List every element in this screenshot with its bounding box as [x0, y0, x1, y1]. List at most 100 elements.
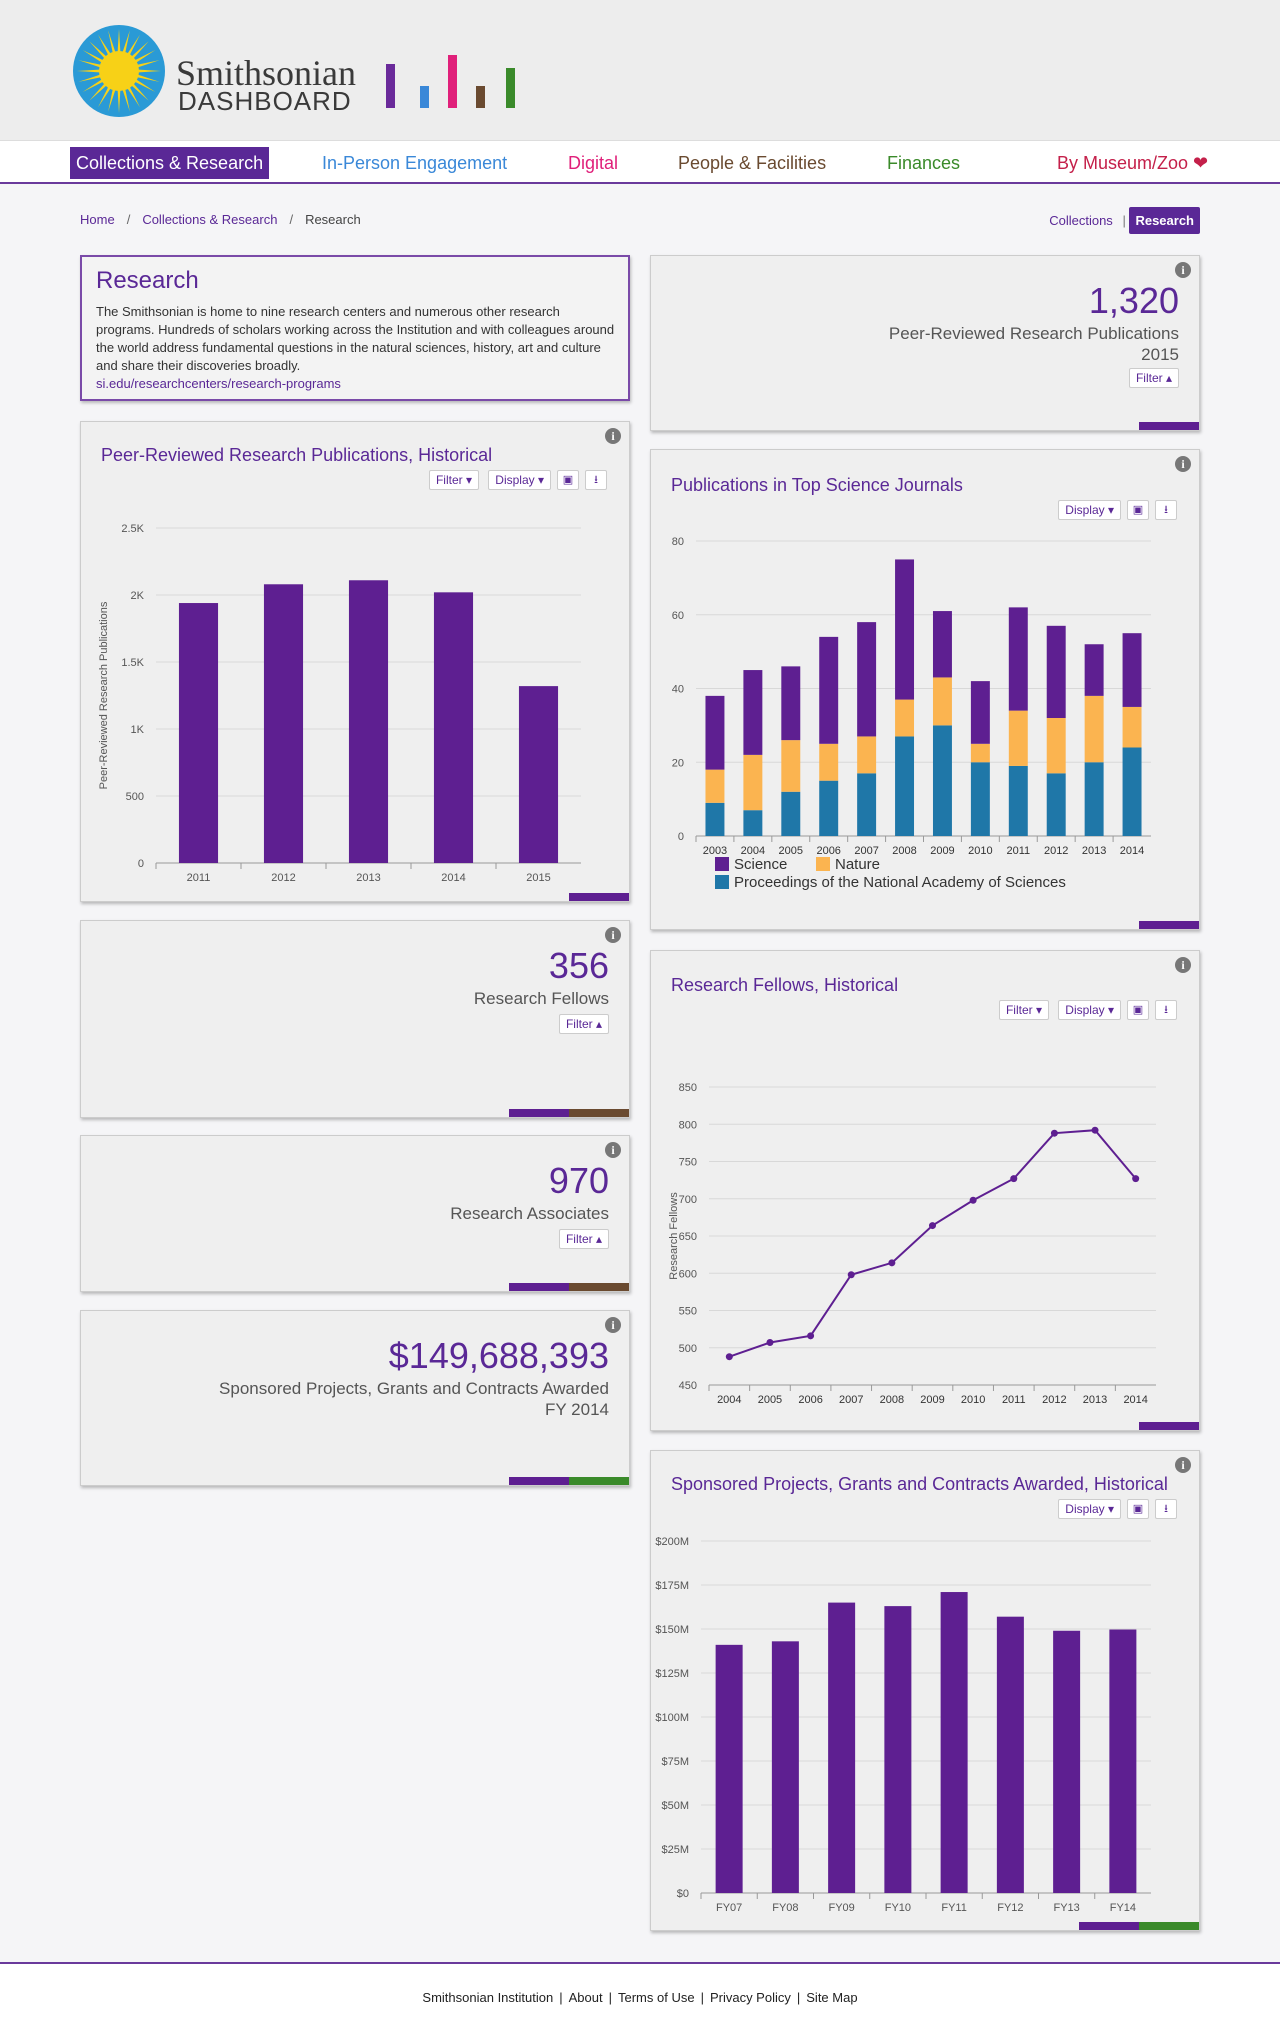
display-button[interactable]: Display ▾ [488, 470, 551, 490]
footer-link-terms[interactable]: Terms of Use [617, 1990, 695, 2005]
chart-title: Peer-Reviewed Research Publications, His… [101, 445, 493, 465]
x-tick-label: 2014 [1123, 1394, 1147, 1406]
breadcrumb-section[interactable]: Collections & Research [142, 212, 278, 227]
y-tick-label: 850 [679, 1082, 697, 1094]
x-tick-label: FY10 [885, 1902, 911, 1914]
tab-collections[interactable]: Collections [1049, 213, 1113, 228]
logo-bar [448, 55, 457, 108]
download-icon[interactable]: ⭳ [1155, 1499, 1177, 1519]
card-accent-strip [569, 1109, 629, 1117]
display-button[interactable]: Display ▾ [1058, 1499, 1121, 1519]
stacked-bar-segment [970, 762, 990, 836]
y-tick-label: 750 [679, 1157, 697, 1169]
image-export-icon[interactable]: ▣ [1127, 500, 1149, 520]
display-button[interactable]: Display ▾ [1058, 1000, 1121, 1020]
data-point [1050, 1129, 1058, 1137]
stacked-bar-segment [932, 677, 952, 726]
download-icon[interactable]: ⭳ [1155, 1000, 1177, 1020]
x-tick-label: 2013 [1083, 1394, 1107, 1406]
chart-title: Publications in Top Science Journals [671, 475, 963, 495]
stacked-bar-segment [1046, 718, 1066, 774]
footer-link-privacy[interactable]: Privacy Policy [709, 1990, 791, 2005]
sun-ray [130, 82, 149, 101]
bar [828, 1602, 856, 1893]
nav-by-museum-zoo[interactable]: By Museum/Zoo ❤ [1051, 147, 1214, 179]
x-tick-label: 2009 [920, 1394, 944, 1406]
x-tick-label: 2006 [816, 845, 840, 857]
legend-swatch [715, 875, 729, 889]
breadcrumb-home[interactable]: Home [80, 212, 115, 227]
site-header: Smithsonian DASHBOARD [0, 0, 1280, 140]
x-tick-label: FY09 [828, 1902, 854, 1914]
breadcrumb: Home / Collections & Research / Research [80, 212, 361, 227]
info-icon[interactable]: i [605, 428, 621, 444]
x-tick-label: 2014 [1120, 845, 1144, 857]
info-icon[interactable]: i [605, 1317, 621, 1333]
sponsored-historical-chart: $0 $25M $50M $75M $100M $125M $150M $175M $200M F… [655, 1536, 1151, 1914]
bar [178, 603, 219, 863]
nav-label: Finances [887, 153, 961, 173]
filter-button[interactable]: Filter ▾ [428, 470, 479, 490]
display-button[interactable]: Display ▾ [1058, 500, 1121, 520]
x-tick-label: FY08 [772, 1902, 798, 1914]
journals-chart: 0 20 40 60 80 2003 2004 2005 2006 2007 2008 2009 201… [672, 536, 1151, 891]
filter-button[interactable]: Filter ▾ [998, 1000, 1049, 1020]
download-icon[interactable]: ⭳ [585, 470, 607, 490]
bar [1053, 1630, 1081, 1893]
x-tick-label: 2007 [854, 845, 878, 857]
x-tick-label: 2012 [271, 872, 295, 884]
x-tick-label: 2011 [1002, 1394, 1026, 1406]
footer-link-about[interactable]: About [568, 1990, 603, 2005]
filter-button[interactable]: Filter ▴ [558, 1229, 609, 1249]
kpi-value: 1,320 [1088, 280, 1179, 321]
bar [996, 1616, 1024, 1893]
y-tick-label: $150M [655, 1624, 689, 1636]
logo-subtitle: DASHBOARD [178, 86, 352, 116]
x-tick-label: FY11 [941, 1902, 966, 1914]
info-icon[interactable]: i [605, 1142, 621, 1158]
info-icon[interactable]: i [1175, 957, 1191, 973]
filter-button[interactable]: Filter ▴ [1128, 368, 1179, 388]
stacked-bar-segment [1008, 607, 1028, 711]
footer-link-smithsonian[interactable]: Smithsonian Institution [422, 1990, 554, 2005]
nav-digital[interactable]: Digital [562, 147, 624, 179]
logo-wordmark: Smithsonian [176, 53, 357, 93]
kpi-publications-card: i 1,320 Peer-Reviewed Research Publicati… [650, 255, 1200, 431]
info-icon[interactable]: i [1175, 262, 1191, 278]
image-export-icon[interactable]: ▣ [1127, 1000, 1149, 1020]
nav-label: People & Facilities [678, 153, 827, 173]
intro-link[interactable]: si.edu/researchcenters/research-programs [96, 376, 341, 391]
stacked-bar-segment [705, 695, 725, 770]
download-icon[interactable]: ⭳ [1155, 500, 1177, 520]
smithsonian-sun-logo-icon[interactable] [72, 24, 166, 118]
nav-label: Collections & Research [76, 153, 264, 173]
logo-bar [476, 86, 485, 108]
image-export-icon[interactable]: ▣ [557, 470, 579, 490]
x-tick-label: 2006 [798, 1394, 822, 1406]
nav-people-facilities[interactable]: People & Facilities [672, 147, 832, 179]
info-icon[interactable]: i [1175, 456, 1191, 472]
y-tick-label: $25M [661, 1844, 689, 1856]
info-icon[interactable]: i [605, 927, 621, 943]
footer-separator: | [559, 1990, 563, 2005]
kpi-associates-card: i 970 Research Associates Filter ▴ [80, 1135, 630, 1292]
logo-bar [420, 86, 429, 108]
y-tick-label: 60 [672, 610, 684, 622]
bar [348, 580, 389, 863]
info-icon[interactable]: i [1175, 1457, 1191, 1473]
nav-collections-research[interactable]: Collections & Research [70, 147, 270, 179]
x-tick-label: 2014 [441, 872, 465, 884]
filter-button[interactable]: Filter ▴ [558, 1014, 609, 1034]
nav-label: In-Person Engagement [322, 153, 508, 173]
x-tick-label: 2013 [356, 872, 380, 884]
image-export-icon[interactable]: ▣ [1127, 1499, 1149, 1519]
stacked-bar-segment [1084, 762, 1104, 836]
breadcrumb-current: Research [305, 212, 361, 227]
tab-research[interactable]: Research [1129, 207, 1200, 234]
footer-link-sitemap[interactable]: Site Map [806, 1990, 858, 2005]
stacked-bar-segment [1084, 695, 1104, 763]
nav-in-person-engagement[interactable]: In-Person Engagement [316, 147, 513, 179]
y-tick-label: 600 [679, 1268, 697, 1280]
x-tick-label: 2008 [892, 845, 916, 857]
nav-finances[interactable]: Finances [881, 147, 966, 179]
